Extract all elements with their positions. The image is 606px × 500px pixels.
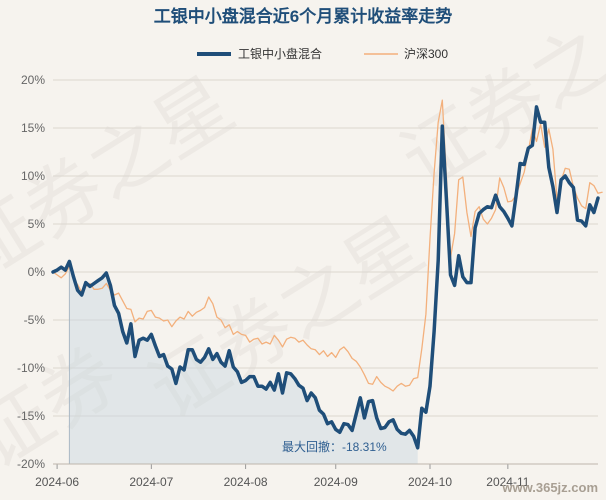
legend: 工银中小盘混合 沪深300 (197, 46, 448, 61)
series-layer (51, 99, 603, 450)
site-watermark: www.365jz.com (501, 480, 598, 495)
legend-label-fund: 工银中小盘混合 (238, 46, 322, 61)
y-tick-label: -20% (17, 457, 45, 471)
series-line-index (52, 99, 603, 392)
x-tick-label: 2024-10 (408, 475, 452, 489)
y-tick-label: 20% (21, 73, 45, 87)
x-tick-label: 2024-09 (314, 475, 358, 489)
axis-layer: 20% 15% 10% 5% 0% -5% -10% -15% -20% 2024-06 2024-… (17, 73, 598, 489)
x-tick-label: 2024-06 (35, 475, 79, 489)
x-tick-label: 2024-07 (129, 475, 173, 489)
max-drawdown-label: 最大回撤：-18.31% (282, 439, 387, 454)
chart-title: 工银中小盘混合近6个月累计收益率走势 (154, 6, 452, 26)
y-tick-label: -10% (17, 361, 45, 375)
x-tick-label: 2024-11 (486, 475, 529, 489)
drawdown-layer (68, 261, 418, 464)
y-tick-label: 5% (28, 217, 46, 231)
y-tick-label: 0% (28, 265, 46, 279)
y-tick-label: -5% (24, 313, 46, 327)
series-line-fund (51, 105, 600, 450)
drawdown-area (69, 261, 418, 464)
x-tick-label: 2024-08 (224, 475, 268, 489)
y-tick-label: 15% (21, 121, 45, 135)
y-tick-label: -15% (17, 409, 45, 423)
y-tick-label: 10% (21, 169, 45, 183)
legend-label-index: 沪深300 (404, 47, 448, 61)
